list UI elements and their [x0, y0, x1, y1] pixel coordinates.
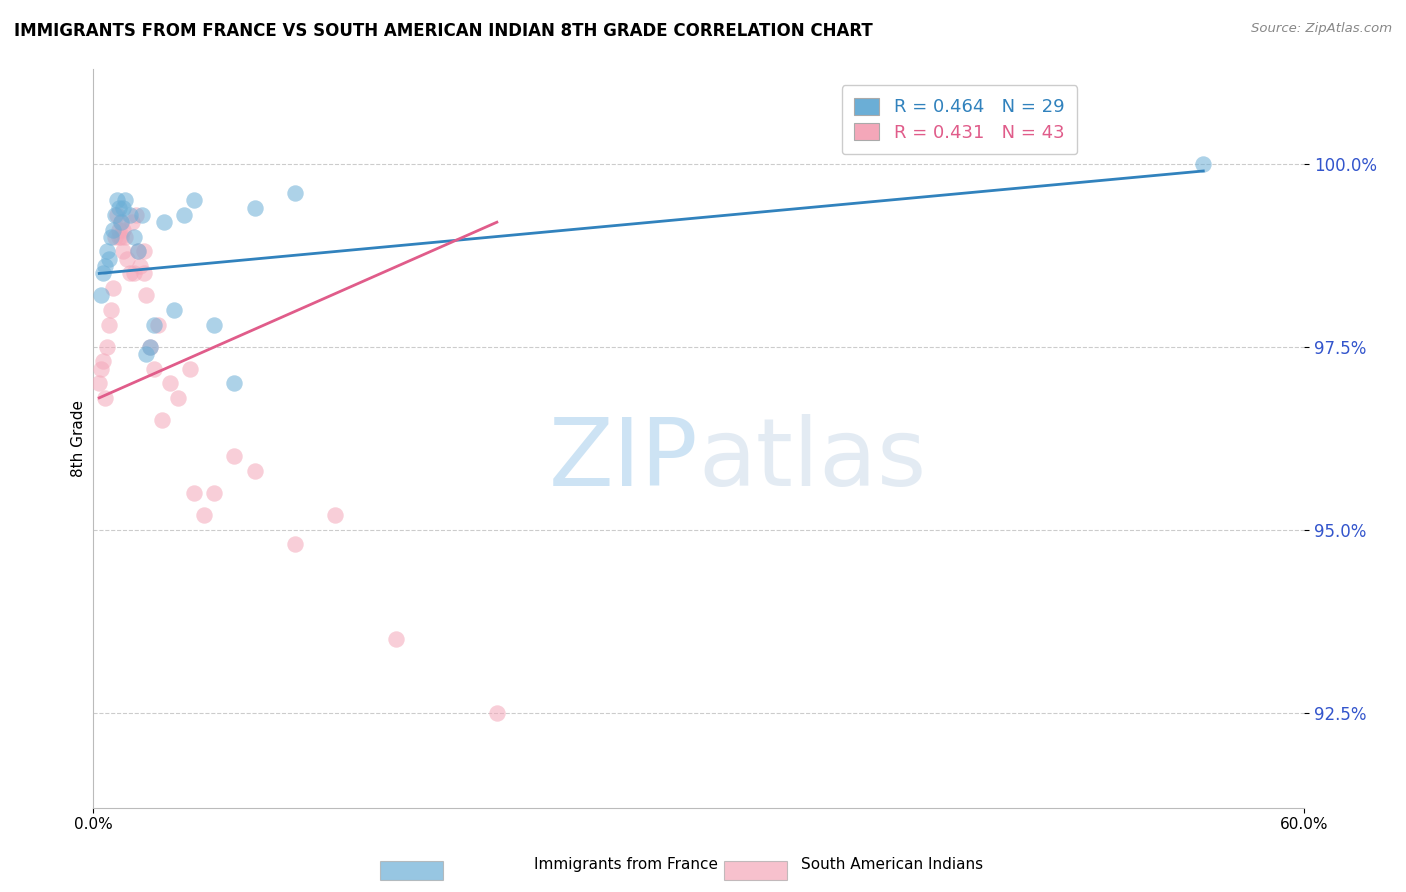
- Point: [94, 391, 117, 405]
- Point: [284, 537, 307, 551]
- Point: [122, 230, 145, 244]
- Point: [142, 361, 165, 376]
- Point: [142, 318, 165, 332]
- Point: [104, 208, 127, 222]
- Point: [127, 244, 149, 259]
- Point: [108, 201, 131, 215]
- Point: [90, 288, 112, 302]
- Point: [89, 376, 111, 391]
- Point: [138, 340, 160, 354]
- Point: [183, 193, 205, 207]
- Point: [98, 318, 121, 332]
- Point: [110, 230, 132, 244]
- Text: Immigrants from France: Immigrants from France: [534, 857, 718, 872]
- Point: [127, 244, 149, 259]
- Point: [110, 215, 132, 229]
- Point: [202, 318, 225, 332]
- Point: [112, 244, 135, 259]
- Point: [118, 267, 141, 281]
- Point: [131, 208, 153, 222]
- Point: [94, 259, 117, 273]
- Point: [132, 267, 155, 281]
- Point: [117, 252, 139, 266]
- Point: [1192, 156, 1215, 170]
- Text: ZIP: ZIP: [550, 414, 699, 507]
- Point: [138, 340, 160, 354]
- Point: [128, 259, 150, 273]
- Point: [173, 208, 195, 222]
- Point: [485, 706, 508, 720]
- Point: [135, 347, 157, 361]
- Point: [114, 230, 136, 244]
- Point: [90, 361, 112, 376]
- Point: [98, 252, 121, 266]
- Legend: R = 0.464   N = 29, R = 0.431   N = 43: R = 0.464 N = 29, R = 0.431 N = 43: [842, 85, 1077, 154]
- Text: atlas: atlas: [699, 414, 927, 507]
- Text: South American Indians: South American Indians: [801, 857, 984, 872]
- Point: [91, 354, 114, 368]
- Point: [179, 361, 201, 376]
- Point: [146, 318, 169, 332]
- Point: [224, 450, 246, 464]
- Point: [103, 222, 125, 236]
- Point: [163, 303, 186, 318]
- Point: [96, 244, 118, 259]
- Point: [150, 413, 173, 427]
- Point: [104, 230, 127, 244]
- Point: [284, 186, 307, 200]
- Point: [107, 193, 129, 207]
- Point: [121, 215, 143, 229]
- Text: Source: ZipAtlas.com: Source: ZipAtlas.com: [1251, 22, 1392, 36]
- Point: [224, 376, 246, 391]
- Point: [108, 230, 131, 244]
- Point: [100, 303, 122, 318]
- Point: [108, 222, 131, 236]
- Point: [103, 281, 125, 295]
- Point: [385, 632, 408, 647]
- Point: [183, 486, 205, 500]
- Point: [118, 208, 141, 222]
- Point: [112, 201, 135, 215]
- Text: IMMIGRANTS FROM FRANCE VS SOUTH AMERICAN INDIAN 8TH GRADE CORRELATION CHART: IMMIGRANTS FROM FRANCE VS SOUTH AMERICAN…: [14, 22, 873, 40]
- Point: [124, 208, 146, 222]
- Point: [100, 230, 122, 244]
- Point: [325, 508, 347, 522]
- Point: [167, 391, 190, 405]
- Point: [122, 267, 145, 281]
- Point: [114, 193, 136, 207]
- Y-axis label: 8th Grade: 8th Grade: [72, 400, 86, 476]
- Point: [159, 376, 181, 391]
- Point: [193, 508, 215, 522]
- Point: [112, 222, 135, 236]
- Point: [202, 486, 225, 500]
- Point: [243, 201, 266, 215]
- Point: [107, 208, 129, 222]
- Point: [243, 464, 266, 478]
- Point: [110, 215, 132, 229]
- Point: [96, 340, 118, 354]
- Point: [132, 244, 155, 259]
- Point: [153, 215, 176, 229]
- Point: [135, 288, 157, 302]
- Point: [91, 267, 114, 281]
